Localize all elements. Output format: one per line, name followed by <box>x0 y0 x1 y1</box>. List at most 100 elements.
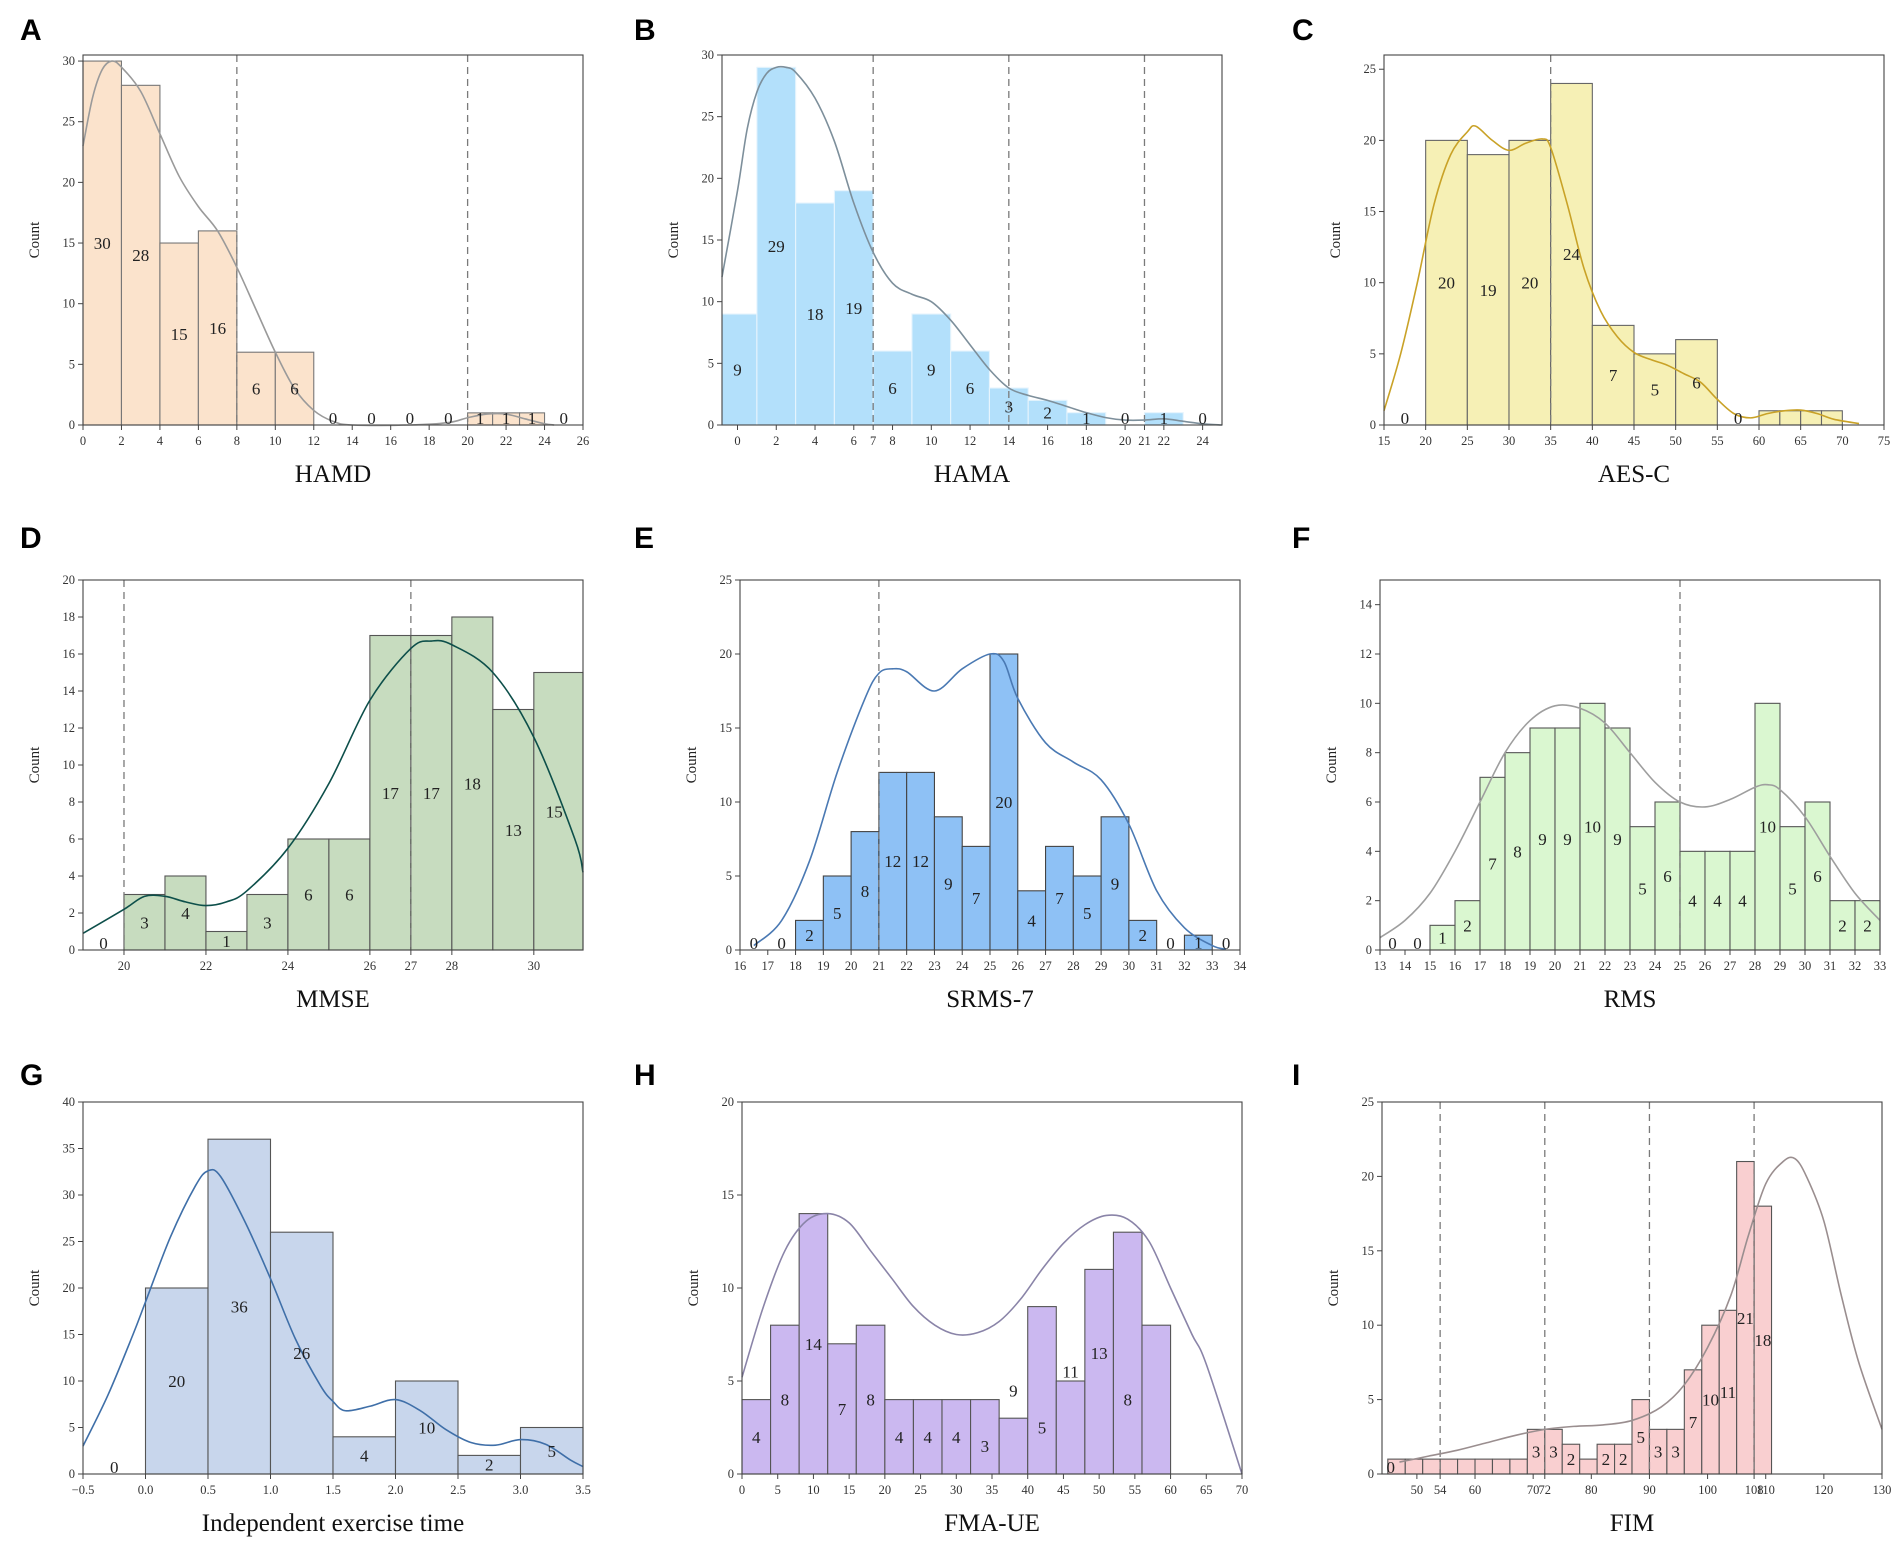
x-tick-label: 4 <box>812 434 819 448</box>
y-tick-label: 15 <box>1362 1244 1375 1258</box>
x-ticks: 16 17 18 19 20 21 22 23 24 25 26 27 28 29 30 31 32 33 34 <box>734 950 1247 973</box>
bar <box>492 708 535 951</box>
y-tick-label: 20 <box>720 647 733 661</box>
y-tick-label: 18 <box>63 610 76 624</box>
y-tick-label: 0 <box>708 418 714 432</box>
x-tick-label: 55 <box>1711 434 1724 448</box>
bar <box>1820 410 1843 426</box>
x-ticks: 15 20 25 30 35 40 45 50 55 60 65 70 75 <box>1378 425 1891 448</box>
y-tick-label: 8 <box>1366 746 1372 760</box>
bar <box>144 1287 209 1475</box>
bar <box>721 313 758 426</box>
y-ticks: 0 5 10 15 20 25 <box>1362 1095 1382 1481</box>
bar-count-label: 7 <box>1689 1413 1698 1432</box>
x-tick-label: 6 <box>851 434 857 448</box>
bar-count-label: 5 <box>1651 380 1660 399</box>
y-tick-label: 0 <box>1366 943 1372 957</box>
panel-letter-h: H <box>634 1059 656 1092</box>
kde-curve <box>741 1212 1243 1475</box>
bar <box>1604 727 1631 951</box>
bar-count-label: 8 <box>1513 842 1522 861</box>
y-tick-label: 0 <box>69 943 75 957</box>
x-tick-label: 35 <box>986 1483 999 1497</box>
x-tick-label: 24 <box>538 434 551 448</box>
x-tick-label: 14 <box>1399 959 1412 973</box>
y-tick-label: 15 <box>720 721 733 735</box>
bar <box>394 1380 459 1475</box>
x-tick-label: 3.0 <box>513 1483 529 1497</box>
bar-count-label: 4 <box>360 1446 369 1465</box>
x-tick-label: 65 <box>1200 1483 1213 1497</box>
bar-count-label: 4 <box>952 1428 961 1447</box>
y-tick-label: 30 <box>63 54 76 68</box>
bar-count-label: 0 <box>1413 934 1422 953</box>
bar-count-label: 0 <box>1166 934 1175 953</box>
panel-letter-c: C <box>1292 14 1314 47</box>
bar <box>770 1324 800 1475</box>
bar <box>1854 900 1881 951</box>
x-axis-label: AES-C <box>1598 461 1670 488</box>
y-tick-label: 4 <box>1366 844 1373 858</box>
y-tick-label: 5 <box>69 1421 75 1435</box>
y-tick-label: 2 <box>69 906 75 920</box>
x-tick-label: 75 <box>1878 434 1891 448</box>
bar-count-label: 5 <box>1638 879 1647 898</box>
y-tick-label: 5 <box>69 357 75 371</box>
bars <box>795 653 1213 951</box>
bar-count-label: 0 <box>750 934 759 953</box>
bar-count-label: 15 <box>546 802 563 821</box>
bar-count-label: 5 <box>1083 904 1092 923</box>
bar <box>1055 1380 1086 1475</box>
y-tick-label: 5 <box>1368 1393 1374 1407</box>
panel-letter-d: D <box>20 522 42 555</box>
y-tick-label: 10 <box>720 795 733 809</box>
x-tick-label: 100 <box>1698 1483 1717 1497</box>
bar-count-label: 6 <box>290 380 299 399</box>
bar-count-label: 10 <box>418 1419 435 1438</box>
bar <box>1804 801 1831 951</box>
bar <box>1679 850 1706 951</box>
bar-count-label: 19 <box>1480 281 1497 300</box>
x-tick-label: 18 <box>1080 434 1093 448</box>
axes-frame <box>1381 1101 1883 1475</box>
bar <box>1112 1231 1143 1475</box>
bar-count-label: 3 <box>263 913 272 932</box>
bar <box>1027 1306 1057 1475</box>
bar <box>1554 727 1581 951</box>
x-tick-label: 10 <box>269 434 282 448</box>
bar-labels: 0 20 19 20 24 7 5 6 0 <box>1401 245 1743 428</box>
x-tick-label: 27 <box>1724 959 1737 973</box>
bar <box>798 1213 829 1475</box>
y-axis-label: Count <box>27 1269 43 1307</box>
x-tick-label: 72 <box>1539 1483 1552 1497</box>
bar <box>246 893 289 951</box>
x-axis-label: MMSE <box>296 986 370 1013</box>
x-tick-label: 2.0 <box>388 1483 404 1497</box>
bar <box>950 350 990 426</box>
x-tick-label: 22 <box>1599 959 1612 973</box>
bar <box>533 671 584 951</box>
x-tick-label: 2.5 <box>450 1483 466 1497</box>
x-tick-label: 31 <box>1824 959 1837 973</box>
y-ticks: 0 5 10 15 20 25 30 <box>702 48 722 432</box>
x-tick-label: 23 <box>1624 959 1637 973</box>
x-tick-label: 8 <box>234 434 240 448</box>
x-tick-label: 25 <box>1461 434 1474 448</box>
kde-curve <box>82 1168 584 1468</box>
x-tick-label: 35 <box>1544 434 1557 448</box>
bar <box>410 634 453 951</box>
bar <box>961 845 991 951</box>
x-tick-label: 1.0 <box>263 1483 279 1497</box>
bar-count-label: 4 <box>895 1428 904 1447</box>
y-tick-label: 6 <box>69 832 75 846</box>
y-tick-label: 20 <box>63 175 76 189</box>
bar <box>207 1138 272 1475</box>
y-tick-label: 40 <box>63 1095 76 1109</box>
x-tick-label: 16 <box>734 959 747 973</box>
y-tick-label: 16 <box>63 647 76 661</box>
x-tick-label: 19 <box>1524 959 1537 973</box>
